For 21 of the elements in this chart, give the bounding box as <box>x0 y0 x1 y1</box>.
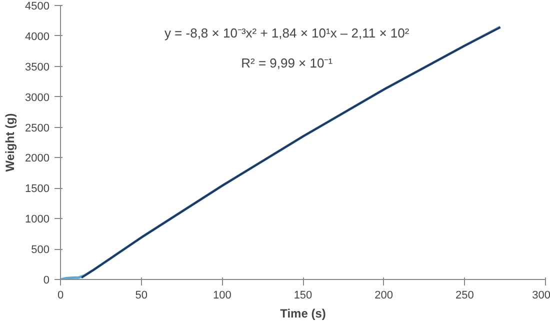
y-tick-label: 3500 <box>25 61 50 74</box>
y-tick-label: 500 <box>31 244 50 256</box>
x-tick-label: 50 <box>135 290 148 302</box>
x-tick-label: 200 <box>374 290 394 302</box>
x-axis-title: Time (s) <box>280 306 326 320</box>
y-tick-label: 3000 <box>25 92 50 104</box>
y-tick-label: 2000 <box>25 152 50 165</box>
y-tick-label: 2500 <box>25 122 50 134</box>
annotation: y = -8,8 × 10⁻³x² + 1,84 × 10¹x – 2,11 × 10² <box>164 25 410 40</box>
y-tick-label: 4000 <box>25 30 50 43</box>
x-tick-label: 250 <box>455 290 474 302</box>
y-axis-title: Weight (g) <box>3 113 18 172</box>
x-tick-label: 300 <box>532 290 550 302</box>
x-tick-label: 150 <box>294 290 312 302</box>
y-tick-label: 1500 <box>25 183 50 196</box>
y-tick-label: 0 <box>43 274 50 286</box>
y-tick-label: 4500 <box>25 0 50 12</box>
annotation: R² = 9,99 × 10⁻¹ <box>241 56 334 71</box>
x-tick-label: 100 <box>212 290 232 302</box>
y-tick-label: 1000 <box>25 214 50 226</box>
x-tick-label: 0 <box>57 290 64 302</box>
